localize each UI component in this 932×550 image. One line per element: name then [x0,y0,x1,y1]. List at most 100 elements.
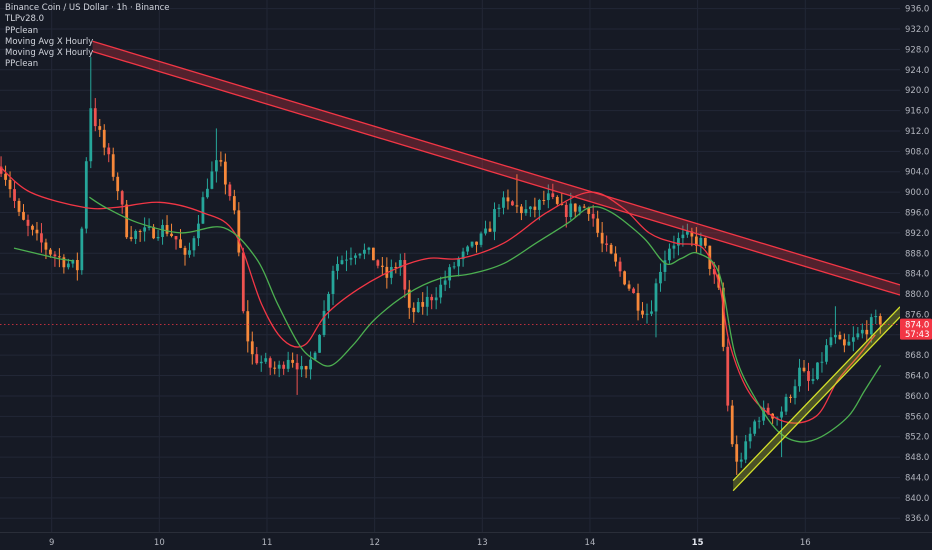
candle-body [273,367,277,369]
y-tick-label: 920.0 [905,86,929,96]
candle-body [537,199,541,210]
candle-body [721,287,725,347]
candle-body [654,283,658,312]
y-tick-label: 880.0 [905,290,929,300]
candle-body [511,201,514,206]
indicator-tlp[interactable]: TLPv28.0 [5,14,45,25]
support-channel-upper [732,306,901,481]
x-tick-label: 14 [585,538,596,548]
candle-body [13,189,16,201]
candle-body [93,108,97,127]
indicator-moving-avg[interactable]: Moving Avg X Hourly [5,36,94,47]
candle-body [138,230,142,232]
candle-body [614,253,618,262]
candle-body [838,334,842,340]
x-tick-label: 9 [49,538,54,548]
candle-body [143,227,147,232]
candle-body [573,203,577,212]
candle-body [156,236,160,239]
candle-body [125,204,129,238]
symbol-title[interactable]: Binance Coin / US Dollar · 1h · Binance [5,3,170,13]
candle-body [246,311,250,342]
y-tick-label: 860.0 [905,392,929,402]
indicator-moving-avg-2[interactable]: Moving Avg X Hourly [5,48,94,59]
resistance-channel [92,40,901,296]
candle-body [228,184,232,197]
candle-body [349,257,353,260]
candle-body [300,366,304,370]
candle-body [605,243,609,245]
candle-body [129,237,133,239]
candle-body [35,229,39,234]
candle-body [677,238,680,246]
candle-body [762,407,766,421]
candle-body [641,310,644,315]
candle-body [668,248,671,261]
candle-body [304,366,308,370]
candle-body [582,206,586,208]
candle-body [753,421,757,434]
y-tick-label: 912.0 [905,127,929,137]
y-tick-label: 864.0 [905,372,929,382]
x-tick-label: 15 [692,538,704,548]
candle-body [484,228,487,234]
x-tick-label: 11 [262,538,273,548]
candle-body [829,337,833,346]
candle-body [403,260,407,290]
time-axis: 9 10 11 12 13 14 15 16 [0,532,932,550]
candle-body [170,233,173,237]
candle-body [398,260,402,268]
candle-body [847,341,851,346]
candle-body [282,364,286,369]
candle-body [726,346,730,406]
candle-body [748,433,752,442]
candle-body [277,364,281,369]
y-tick-label: 868.0 [905,351,929,361]
candle-body [232,196,236,211]
y-tick-label: 844.0 [905,473,929,483]
candle-body [75,259,79,271]
candle-body [107,147,111,155]
candle-body [551,193,555,197]
candle-body [448,267,452,281]
candle-body [685,231,689,235]
y-tick-label: 896.0 [905,208,929,218]
candle-body [587,207,591,214]
candle-body [210,171,214,189]
y-tick-label: 836.0 [905,514,929,524]
indicator-ppclean-2[interactable]: PPclean [5,59,39,70]
candle-body [865,329,869,335]
indicator-ppclean[interactable]: PPclean [5,25,39,36]
candle-body [520,206,523,214]
price-axis-bg [900,0,932,550]
candle-body [528,206,532,210]
candle-body [340,260,344,265]
y-tick-label: 900.0 [905,188,929,198]
candle-body [475,241,478,245]
price-badge [900,318,932,340]
candle-body [102,129,106,148]
y-tick-label: 856.0 [905,412,929,422]
candle-body [354,255,357,258]
candle-body [430,296,434,301]
candle-body [560,203,564,205]
candle-body [327,293,330,311]
candle-body [363,249,366,254]
candle-body [672,245,676,249]
candle-body [66,263,70,268]
candle-body [309,359,312,370]
candle-body [161,225,164,237]
candle-body [416,302,420,313]
candle-body [394,266,398,268]
ma-green-line [89,196,882,443]
candle-body [820,361,824,363]
candle-body [89,108,93,162]
candle-body [811,379,815,381]
candle-body [358,253,362,256]
candle-body [488,228,492,232]
candle-body [8,179,12,190]
candle-body [681,234,685,239]
y-tick-label: 888.0 [905,249,929,259]
candle-body [457,259,461,267]
